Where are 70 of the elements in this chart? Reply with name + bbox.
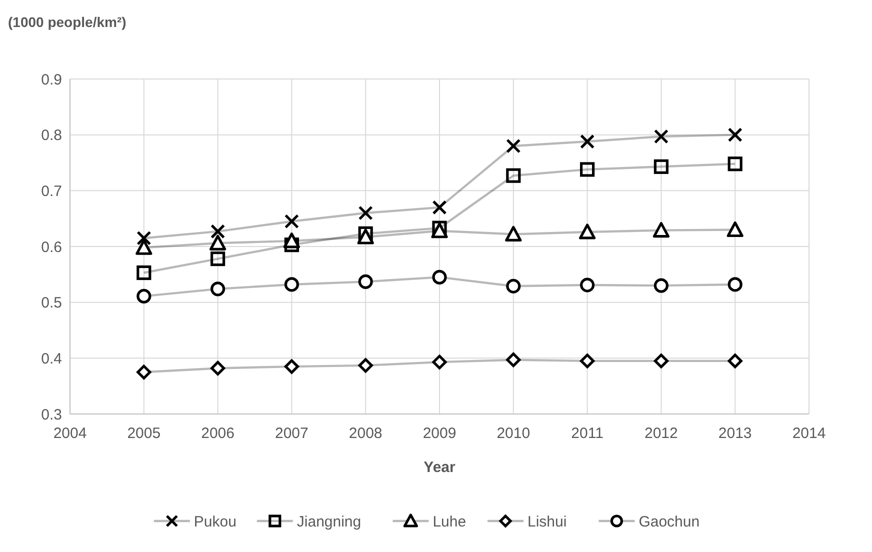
- point: [284, 214, 299, 229]
- point: [136, 230, 152, 246]
- point: [210, 251, 226, 266]
- x-tick-label: 2010: [496, 425, 530, 442]
- x-tick-label: 2011: [571, 425, 604, 442]
- point: [432, 354, 447, 370]
- point: [432, 270, 447, 285]
- point: [431, 222, 448, 238]
- point: [136, 239, 152, 255]
- point: [580, 134, 595, 149]
- y-tick-label: 0.3: [41, 406, 62, 424]
- x-tick-label: 2014: [792, 425, 826, 442]
- legend-label: Jiangning: [296, 513, 362, 530]
- point: [210, 224, 226, 239]
- x-tick-label: 2007: [275, 425, 308, 442]
- point: [284, 277, 299, 292]
- point: [358, 274, 373, 289]
- y-axis-title: (1000 people/km²): [8, 14, 126, 30]
- point: [506, 138, 521, 154]
- point: [210, 360, 226, 376]
- y-tick-label: 0.9: [41, 71, 62, 88]
- x-tick-label: 2009: [422, 425, 456, 442]
- point: [432, 200, 447, 215]
- point: [283, 232, 300, 248]
- point: [505, 226, 522, 242]
- x-tick-label: 2006: [201, 425, 234, 442]
- point: [654, 129, 668, 144]
- point: [357, 228, 374, 244]
- y-tick-label: 0.5: [41, 294, 62, 312]
- point: [358, 358, 373, 373]
- point: [136, 288, 152, 304]
- x-tick-label: 2005: [127, 425, 161, 442]
- x-tick-label: 2012: [644, 425, 678, 442]
- point: [284, 238, 299, 252]
- point: [210, 282, 226, 296]
- point: [506, 168, 521, 183]
- point: [728, 128, 742, 142]
- point: [728, 156, 742, 172]
- legend-label: Pukou: [194, 513, 236, 530]
- legend-label: Luhe: [432, 513, 466, 530]
- point: [136, 265, 152, 280]
- point: [284, 359, 299, 374]
- point: [580, 354, 595, 368]
- point: [432, 220, 447, 236]
- x-tick-label: 2013: [718, 425, 752, 442]
- y-tick-label: 0.6: [41, 238, 62, 256]
- x-tick-label: 2008: [348, 425, 382, 442]
- legend-label: Lishui: [528, 513, 567, 530]
- point: [652, 222, 670, 238]
- point: [506, 352, 521, 368]
- point: [210, 234, 226, 250]
- point: [580, 162, 595, 177]
- point: [654, 159, 668, 174]
- x-axis-title: Year: [424, 459, 456, 476]
- point: [358, 226, 373, 241]
- x-tick-label: 2004: [53, 425, 87, 442]
- point: [728, 277, 742, 292]
- point: [726, 221, 744, 238]
- point: [136, 364, 152, 380]
- point: [358, 206, 373, 220]
- point: [580, 278, 595, 292]
- y-tick-label: 0.4: [41, 350, 62, 368]
- point: [654, 278, 668, 293]
- legend-label: Gaochun: [638, 513, 700, 530]
- point: [728, 354, 742, 368]
- y-tick-label: 0.7: [41, 182, 62, 200]
- y-tick-label: 0.8: [41, 127, 62, 144]
- point: [654, 354, 668, 368]
- point: [506, 278, 521, 294]
- point: [579, 224, 596, 240]
